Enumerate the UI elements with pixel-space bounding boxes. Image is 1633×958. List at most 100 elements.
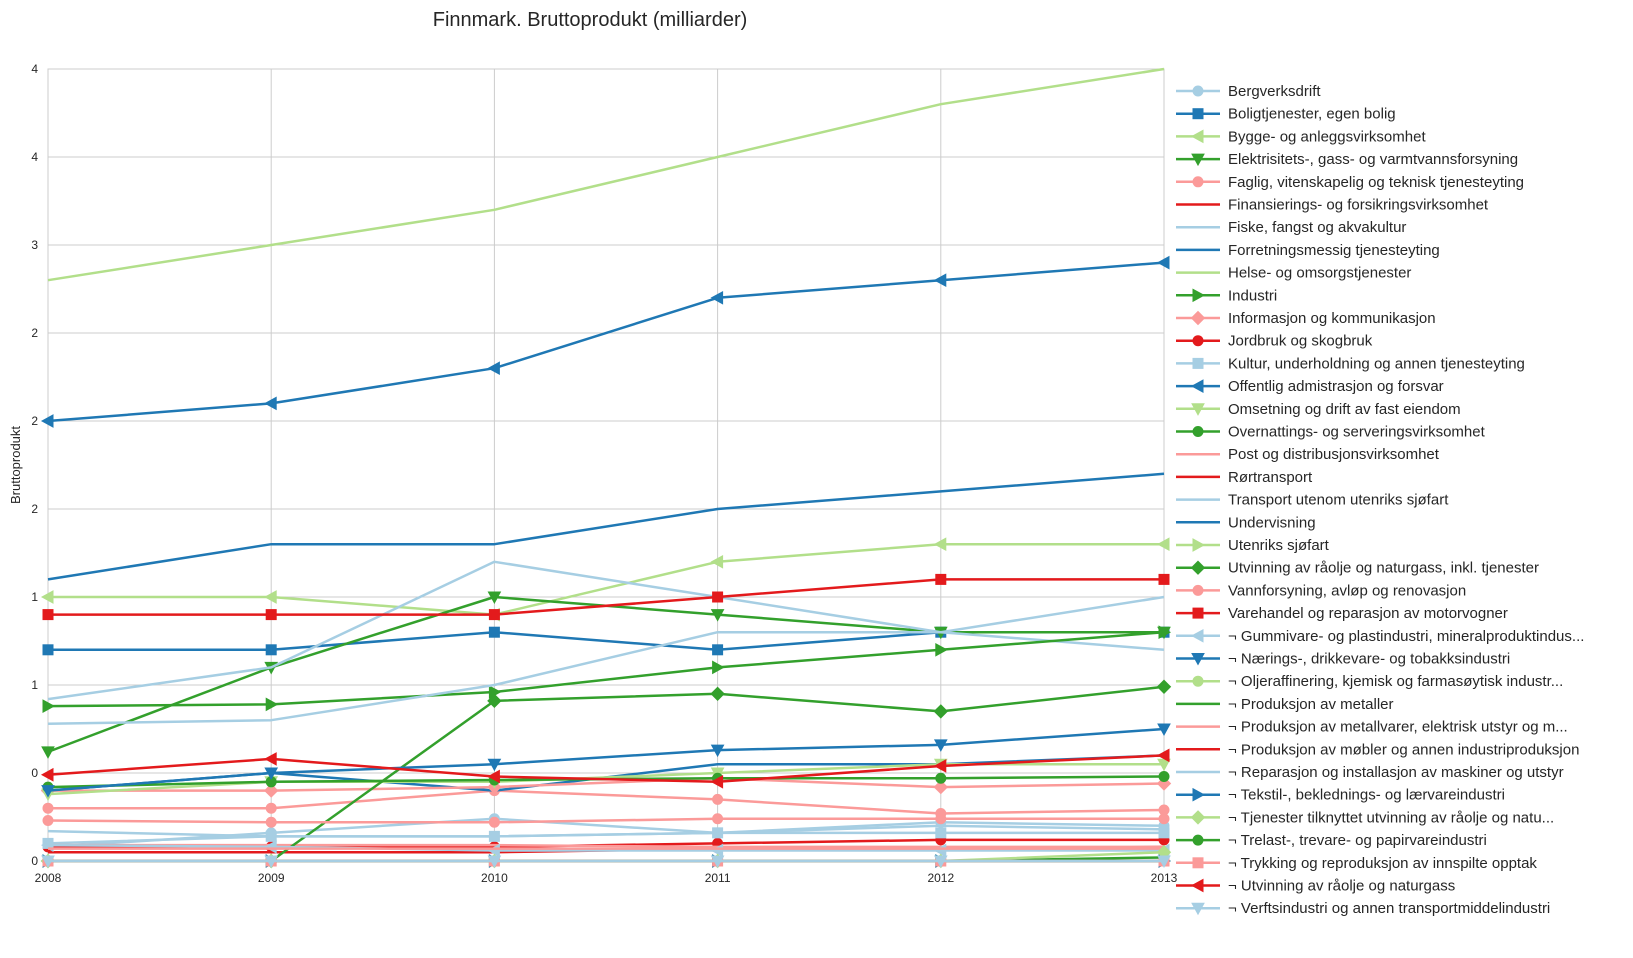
- series-24: [42, 573, 1170, 621]
- series-37: [41, 855, 1171, 869]
- y-tick-label: 1: [31, 678, 38, 692]
- data-point: [710, 554, 724, 569]
- legend-marker: [1190, 560, 1206, 575]
- data-point: [264, 590, 277, 604]
- legend-marker: [1192, 857, 1204, 869]
- legend-marker: [1192, 176, 1204, 188]
- legend-entry: ¬ Nærings-, drikkevare- og tobakksindust…: [1176, 651, 1510, 668]
- legend-entry: ¬ Produksjon av møbler og annen industri…: [1176, 741, 1579, 758]
- data-point: [42, 609, 54, 621]
- legend-label: Helse- og omsorgstjenester: [1228, 265, 1411, 282]
- legend-label: Jordbruk og skogbruk: [1228, 333, 1373, 350]
- legend-entry: Bergverksdrift: [1176, 83, 1321, 100]
- series-7: [47, 560, 1165, 701]
- legend-label: ¬ Utvinning av råolje og naturgass: [1228, 878, 1455, 895]
- legend-marker: [1192, 85, 1204, 97]
- x-tick-label: 2010: [481, 871, 508, 885]
- data-point: [488, 816, 500, 828]
- legend-label: Undervisning: [1228, 514, 1316, 531]
- data-point: [933, 739, 948, 752]
- series-26: [41, 723, 1171, 798]
- series-line: [47, 817, 1164, 824]
- series-line: [48, 843, 1164, 849]
- data-point: [935, 813, 947, 825]
- legend-marker: [1192, 538, 1206, 552]
- data-point: [1156, 537, 1170, 552]
- legend-entry: Offentlig admistrasjon og forsvar: [1176, 378, 1444, 395]
- legend-label: Varehandel og reparasjon av motorvogner: [1228, 605, 1508, 622]
- data-point: [41, 746, 55, 759]
- chart-title: Finnmark. Bruttoprodukt (milliarder): [433, 9, 748, 31]
- legend-label: ¬ Nærings-, drikkevare- og tobakksindust…: [1228, 651, 1510, 668]
- y-tick-label: 2: [31, 414, 38, 428]
- legend-entry: ¬ Reparasjon og installasjon av maskiner…: [1176, 764, 1564, 781]
- legend-label: Utenriks sjøfart: [1228, 537, 1330, 554]
- data-point: [487, 361, 500, 376]
- legend-marker: [1192, 834, 1204, 846]
- legend-marker: [1192, 607, 1204, 619]
- series-line: [47, 754, 1165, 784]
- legend-entry: ¬ Gummivare- og plastindustri, mineralpr…: [1176, 628, 1584, 645]
- legend-marker: [1191, 403, 1205, 416]
- x-tick-label: 2013: [1151, 871, 1178, 885]
- data-point: [263, 783, 279, 798]
- legend-label: Overnattings- og serveringsvirksomhet: [1228, 424, 1486, 441]
- data-point: [935, 573, 947, 585]
- y-axis-label: Bruttoprodukt: [8, 426, 23, 504]
- legend-marker: [1192, 357, 1204, 369]
- legend-entry: Utenriks sjøfart: [1176, 537, 1330, 554]
- legend-entry: Varehandel og reparasjon av motorvogner: [1176, 605, 1508, 622]
- data-point: [1156, 679, 1172, 694]
- legend-label: Bergverksdrift: [1228, 83, 1321, 100]
- data-point: [264, 396, 277, 411]
- legend-marker: [1190, 628, 1204, 643]
- data-point: [1158, 625, 1172, 640]
- legend: Bergverksdrift Boligtjenester, egen bolig…: [1176, 83, 1584, 917]
- series-17: [48, 843, 1164, 849]
- legend-entry: Forretningsmessig tjenesteyting: [1176, 242, 1440, 259]
- data-point: [265, 697, 279, 712]
- y-tick-label: 4: [31, 150, 38, 164]
- legend-entry: Boligtjenester, egen bolig: [1176, 106, 1396, 123]
- grid-lines: [47, 68, 1165, 862]
- series-10: [42, 625, 1172, 713]
- legend-label: ¬ Produksjon av møbler og annen industri…: [1228, 741, 1579, 758]
- x-tick-label: 2009: [258, 871, 285, 885]
- legend-marker: [1192, 584, 1204, 596]
- data-point: [712, 591, 724, 603]
- data-point: [710, 290, 724, 305]
- data-point: [710, 686, 725, 702]
- data-point: [1156, 255, 1170, 270]
- legend-label: Informasjon og kommunikasjon: [1228, 310, 1436, 327]
- data-point: [265, 816, 277, 828]
- series-line: [48, 578, 1164, 616]
- legend-marker: [1192, 787, 1206, 802]
- data-point: [710, 744, 725, 758]
- data-point: [933, 779, 949, 795]
- series-line: [47, 824, 1165, 838]
- legend-marker: [1192, 288, 1206, 303]
- y-tick-label: 4: [31, 62, 38, 76]
- data-point: [935, 642, 948, 657]
- data-point: [935, 772, 947, 784]
- y-tick-label: 3: [31, 238, 38, 252]
- series-36: [40, 748, 1170, 789]
- series-5: [42, 785, 1170, 819]
- data-point: [1158, 813, 1170, 825]
- legend-entry: Elektrisitets-, gass- og varmtvannsforsy…: [1176, 151, 1518, 168]
- data-point: [933, 759, 947, 773]
- legend-label: ¬ Gummivare- og plastindustri, mineralpr…: [1228, 628, 1584, 645]
- legend-entry: ¬ Produksjon av metaller: [1176, 696, 1394, 713]
- legend-label: Vannforsyning, avløp og renovasjon: [1228, 582, 1466, 599]
- data-point: [40, 590, 54, 604]
- data-point: [933, 704, 949, 719]
- x-tick-label: 2008: [35, 871, 62, 885]
- data-point: [42, 802, 54, 814]
- data-point: [42, 644, 54, 656]
- data-point: [41, 785, 55, 798]
- data-point: [710, 774, 724, 789]
- series-19: [47, 595, 1165, 725]
- legend-label: ¬ Verftsindustri og annen transportmidde…: [1228, 900, 1550, 917]
- legend-entry: Overnattings- og serveringsvirksomhet: [1176, 424, 1486, 441]
- legend-entry: Undervisning: [1176, 514, 1316, 531]
